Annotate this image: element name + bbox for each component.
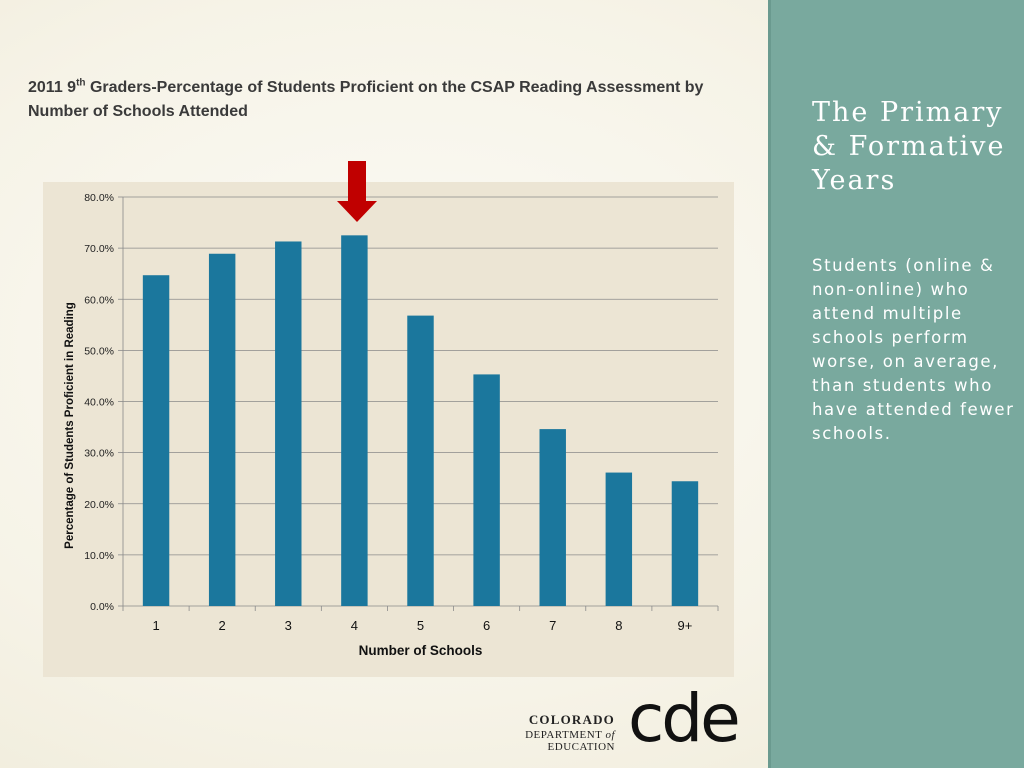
bar-chart: 0.0% 10.0% 20.0% 30.0% 40.0% 50.0% 60.0% 70.0% 8… xyxy=(64,192,719,658)
y-tick-label: 20.0% xyxy=(84,499,114,511)
x-tick-label: 2 xyxy=(219,618,226,633)
bar-2 xyxy=(208,253,236,606)
bar-8 xyxy=(605,472,633,606)
panel-title: The Primary & Formative Years xyxy=(812,97,1006,196)
bar-5 xyxy=(407,315,434,606)
chart-title-year: 2011 9 xyxy=(28,79,77,96)
x-axis-title: Number of Schools xyxy=(359,643,483,658)
y-tick-label: 0.0% xyxy=(90,601,114,613)
chart-title-superscript: th xyxy=(76,77,86,89)
y-tick-label: 70.0% xyxy=(84,243,114,255)
x-tick-label: 9+ xyxy=(678,618,693,633)
bar-6 xyxy=(473,374,500,606)
side-panel: The Primary & Formative Years Students (… xyxy=(768,0,1024,768)
bar-4 xyxy=(341,235,368,606)
logo-dept-part1: DEPARTMENT xyxy=(525,729,606,741)
logo-colorado: COLORADO xyxy=(528,712,615,727)
panel-edge xyxy=(768,0,771,768)
x-tick-label: 5 xyxy=(417,618,424,633)
bar-3 xyxy=(275,241,302,606)
x-tick-label: 1 xyxy=(152,618,159,633)
chart-title-text: Graders-Percentage of Students Proficien… xyxy=(28,79,704,120)
bar-9+ xyxy=(671,481,699,606)
chart-title: 2011 9th Graders-Percentage of Students … xyxy=(28,76,748,124)
logo-dept-part2: EDUCATION xyxy=(547,741,615,753)
cde-logo-mark: cde xyxy=(628,680,741,757)
y-tick-label: 60.0% xyxy=(84,294,114,306)
x-tick-label: 6 xyxy=(483,618,490,633)
panel-body-text: Students (online & non-online) who atten… xyxy=(812,256,1015,443)
y-tick-label: 40.0% xyxy=(84,397,114,409)
x-tick-label: 4 xyxy=(351,618,358,633)
logo-department: DEPARTMENT of EDUCATION xyxy=(455,729,615,753)
highlight-arrow-icon xyxy=(337,161,377,222)
logo-dept-of: of xyxy=(605,729,615,741)
x-tick-label: 8 xyxy=(615,618,622,633)
y-tick-label: 10.0% xyxy=(84,550,114,562)
x-tick-label: 3 xyxy=(285,618,292,633)
y-axis-title: Percentage of Students Proficient in Rea… xyxy=(64,302,76,549)
y-tick-label: 80.0% xyxy=(84,192,114,204)
y-tick-label: 50.0% xyxy=(84,345,114,357)
bar-1 xyxy=(142,275,170,606)
x-tick-label: 7 xyxy=(549,618,556,633)
cde-logo-text: COLORADO DEPARTMENT of EDUCATION xyxy=(455,712,615,753)
y-tick-label: 30.0% xyxy=(84,448,114,460)
chart-area: 0.0% 10.0% 20.0% 30.0% 40.0% 50.0% 60.0% 70.0% 8… xyxy=(43,182,734,677)
bar-7 xyxy=(539,429,566,606)
